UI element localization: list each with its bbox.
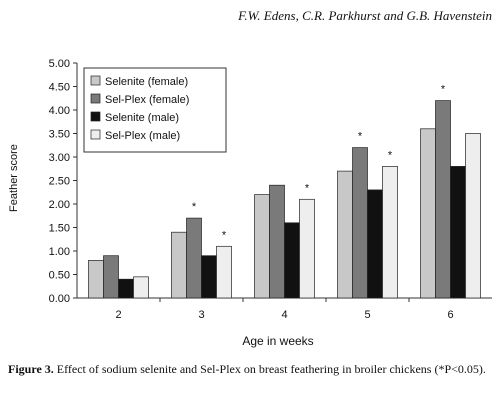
bar: [352, 147, 368, 299]
significance-star: *: [441, 84, 446, 96]
y-tick-label: 5.00: [49, 58, 70, 70]
author-header: F.W. Edens, C.R. Parkhurst and G.B. Have…: [238, 8, 492, 23]
significance-star: *: [305, 182, 310, 194]
figure-caption: Figure 3. Effect of sodium selenite and …: [8, 362, 496, 377]
legend-label: Sel-Plex (female): [105, 94, 189, 106]
bar: [269, 184, 285, 299]
bar: [299, 198, 315, 299]
legend-swatch: [90, 75, 101, 86]
y-axis-label: Feather score: [8, 144, 20, 212]
bar: [103, 255, 119, 299]
bar: [435, 100, 451, 299]
legend-label: Sel-Plex (male): [105, 130, 180, 142]
bar: [420, 128, 436, 299]
y-tick-label: 1.50: [49, 223, 70, 235]
bar: [284, 222, 300, 299]
bar: [254, 194, 270, 299]
legend-swatch: [90, 111, 101, 122]
x-tick-label: 2: [115, 309, 121, 321]
bars-group: [88, 100, 481, 299]
bar: [88, 260, 104, 299]
y-tick-label: 2.50: [49, 176, 70, 188]
y-tick-label: 1.00: [49, 246, 70, 258]
legend-label: Selenite (male): [105, 112, 179, 124]
x-tick-label: 4: [281, 309, 287, 321]
x-axis: 2 3 4 5 6: [115, 298, 454, 321]
bar-chart: 0.00 0.50 1.00 1.50 2.00 2.50 3.00 3.50 4.00 4.50…: [8, 58, 492, 348]
x-tick-label: 5: [364, 309, 370, 321]
caption-text: Effect of sodium selenite and Sel-Plex o…: [56, 362, 486, 376]
bar: [367, 189, 383, 299]
bar: [133, 276, 149, 299]
legend-swatch: [90, 93, 101, 104]
bar: [216, 245, 232, 299]
bar: [450, 166, 466, 299]
y-tick-label: 2.00: [49, 199, 70, 211]
y-tick-label: 3.00: [49, 152, 70, 164]
bar: [337, 170, 353, 299]
significance-star: *: [222, 229, 227, 241]
y-tick-label: 0.00: [49, 293, 70, 305]
legend-label: Selenite (female): [105, 76, 188, 88]
bar: [465, 133, 481, 299]
y-tick-label: 4.00: [49, 105, 70, 117]
caption-label: Figure 3.: [8, 362, 54, 376]
significance-markers: * * * * * *: [192, 84, 446, 242]
legend-swatch: [90, 129, 101, 140]
y-tick-label: 0.50: [49, 270, 70, 282]
y-tick-label: 4.50: [49, 82, 70, 94]
significance-star: *: [358, 131, 363, 143]
x-axis-label: Age in weeks: [242, 334, 313, 348]
legend-box: [83, 67, 227, 153]
bar: [201, 255, 217, 299]
y-axis: 0.00 0.50 1.00 1.50 2.00 2.50 3.00 3.50 4.00 4.50…: [49, 58, 77, 305]
significance-star: *: [388, 149, 393, 161]
bar: [171, 231, 187, 299]
x-tick-label: 6: [447, 309, 453, 321]
bar: [382, 166, 398, 299]
significance-star: *: [192, 201, 197, 213]
bar: [186, 217, 202, 299]
y-tick-label: 3.50: [49, 129, 70, 141]
legend: Selenite (female) Sel-Plex (female) Seleni…: [83, 67, 227, 153]
x-tick-label: 3: [198, 309, 204, 321]
bar: [118, 278, 134, 299]
